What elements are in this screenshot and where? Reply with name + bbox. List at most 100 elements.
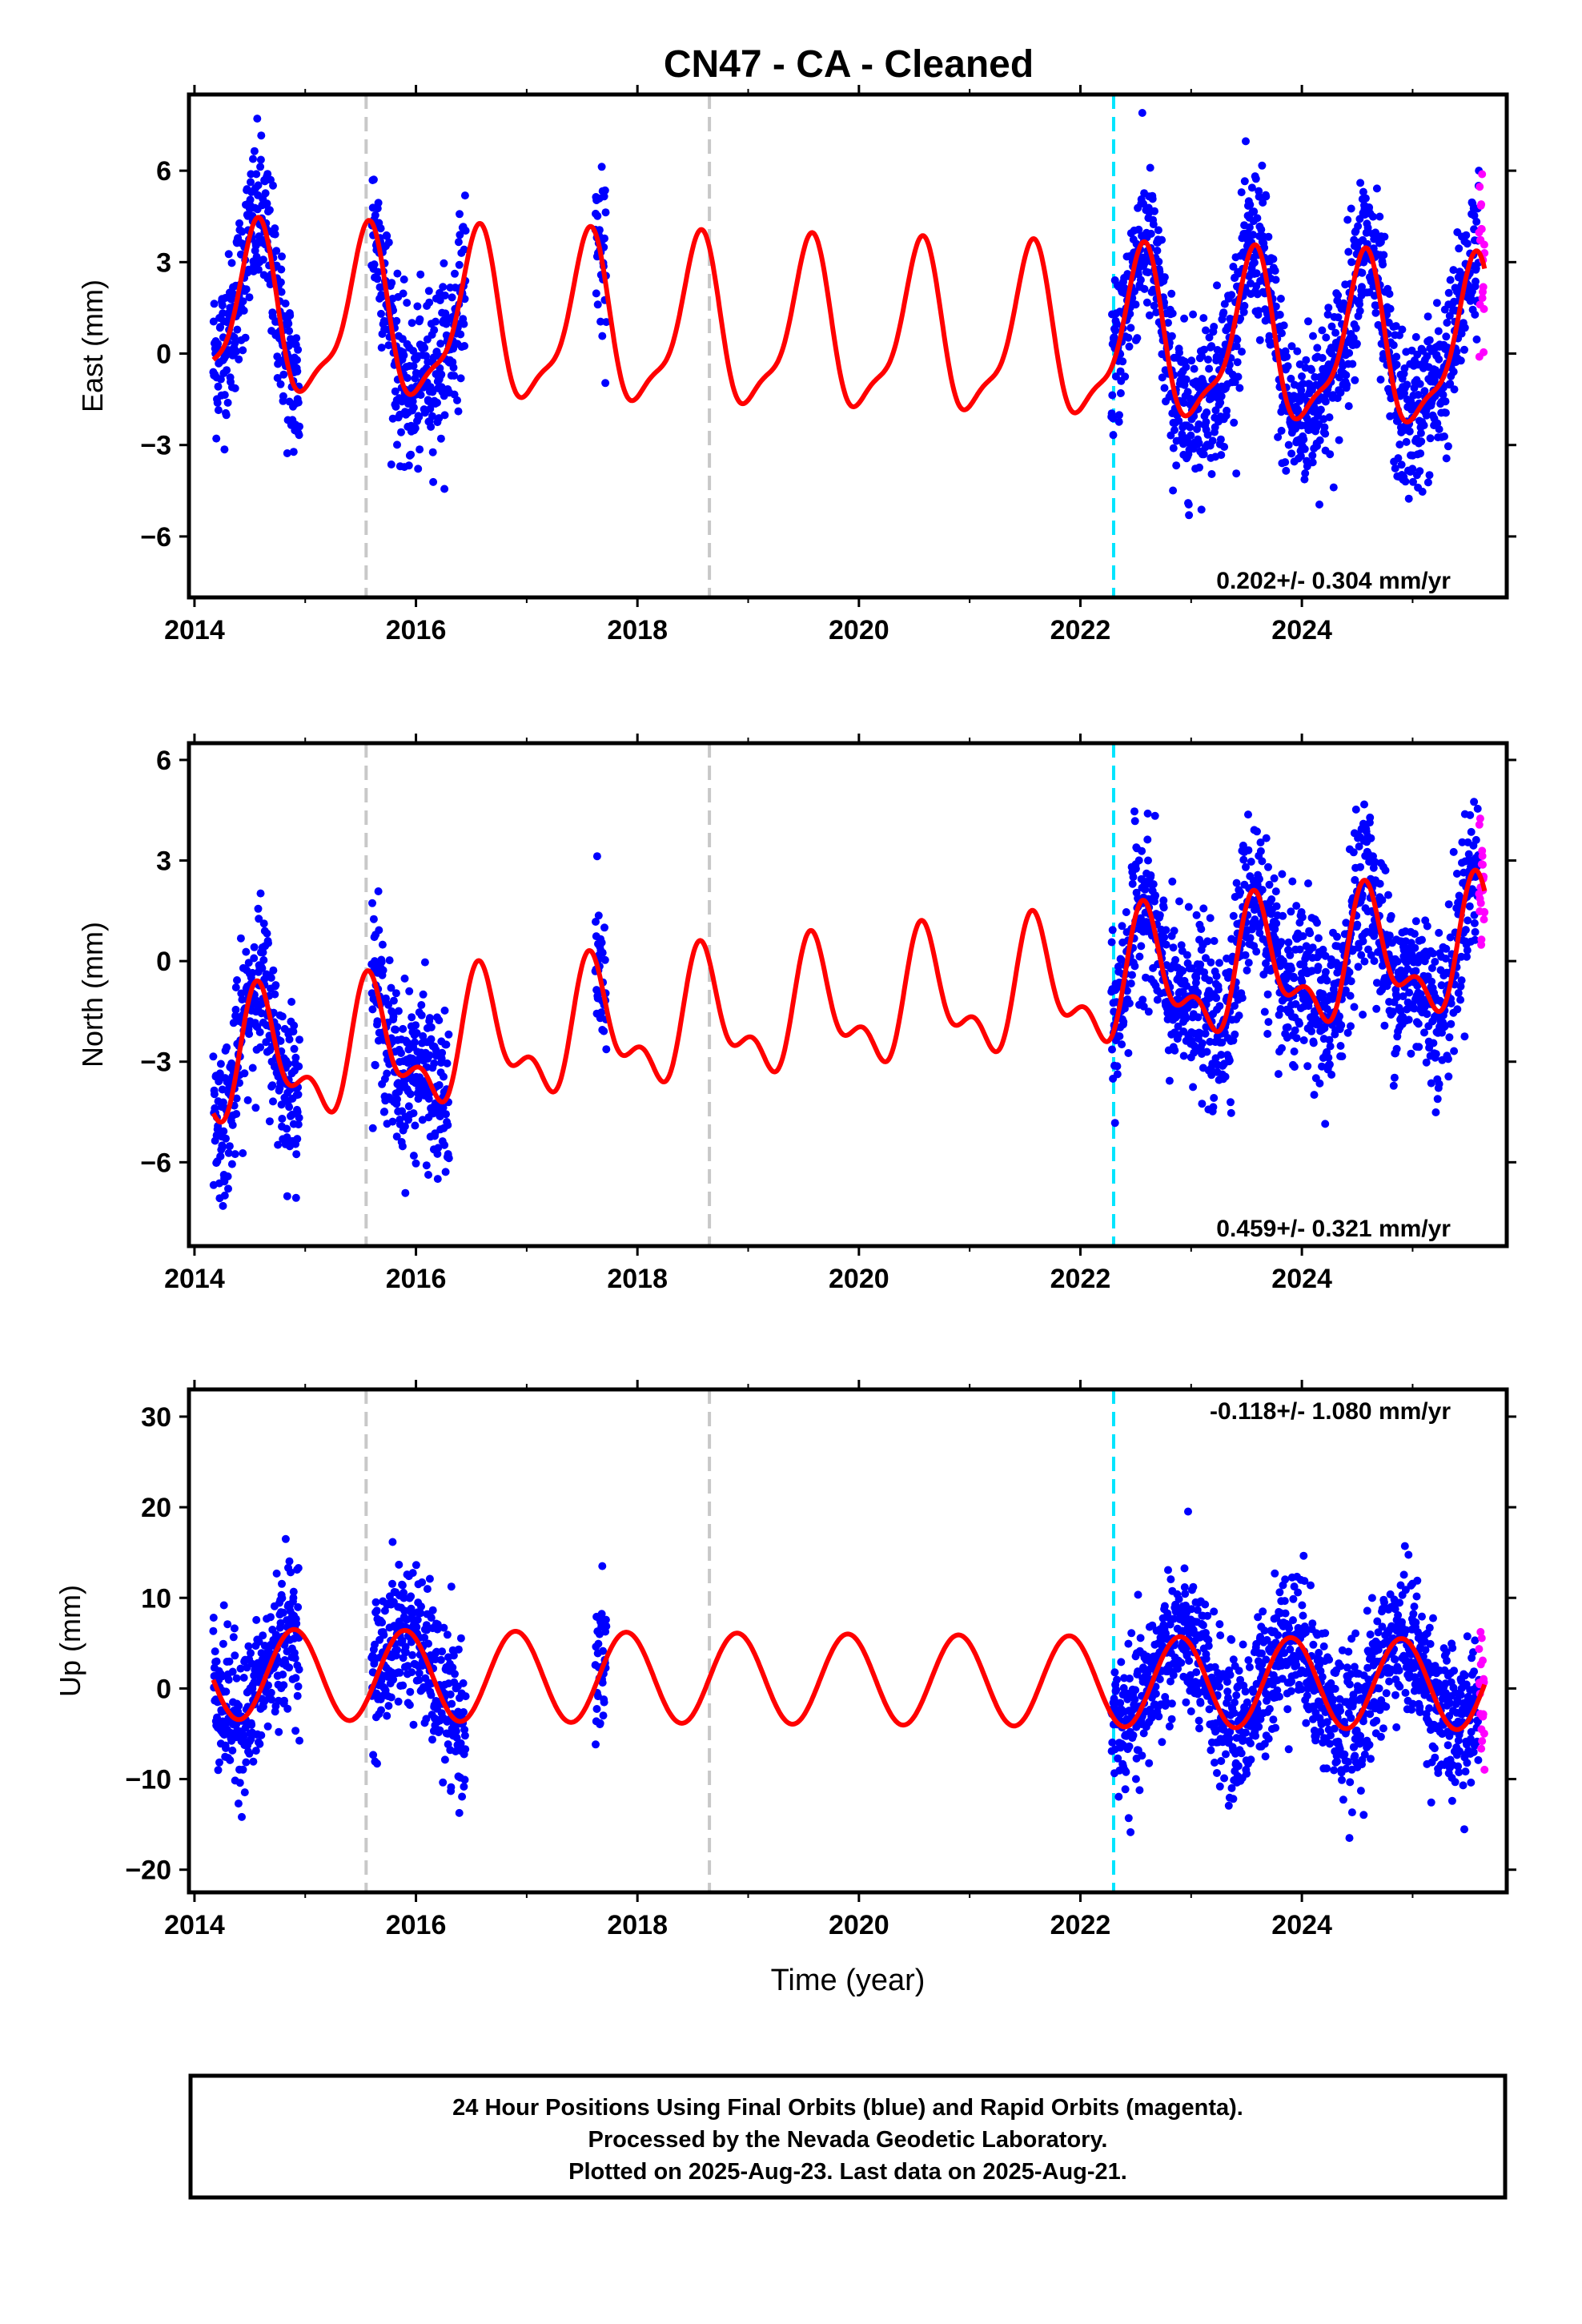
north-point [1333,932,1341,941]
east-point [460,320,468,328]
east-final-orbit-points [209,109,1484,520]
north-y-tick-label: 6 [156,746,171,776]
east-point [1444,288,1453,297]
north-point [1159,903,1168,912]
east-point [1253,214,1262,223]
north-point [1159,896,1168,905]
east-point [1207,470,1216,478]
east-point [414,464,423,473]
east-point [593,300,602,309]
north-point [258,964,267,972]
east-point [1250,207,1259,216]
east-point [455,260,464,269]
north-point [1367,834,1375,842]
east-point [250,147,259,155]
up-point [1213,1769,1221,1777]
north-rapid-point [1477,935,1486,944]
east-point [263,199,271,208]
up-point [1280,1597,1289,1606]
north-point [427,1023,436,1031]
east-point [261,189,270,198]
east-point [436,340,445,348]
east-point [1198,352,1207,360]
north-point [1236,888,1245,897]
east-point [1229,263,1238,271]
north-point [292,1150,301,1159]
north-point [244,959,253,967]
east-point [1302,356,1311,364]
up-point [592,1740,600,1749]
east-point [1203,430,1212,439]
east-point [1449,368,1458,376]
north-point [442,1110,450,1119]
up-point [372,1606,381,1615]
north-point [1325,1060,1334,1069]
east-point [1189,310,1198,319]
up-point [1166,1575,1175,1584]
east-point [1187,356,1196,365]
up-point [280,1696,288,1705]
north-point [1423,922,1431,931]
east-point [1460,345,1468,354]
up-point [1255,1723,1263,1731]
north-point [227,1160,236,1168]
north-point [394,1007,403,1015]
north-point [263,929,271,938]
east-point [1443,442,1452,451]
east-point [1111,372,1120,381]
east-point [1197,505,1206,514]
up-point [239,1674,248,1682]
up-point [1165,1722,1174,1731]
up-point [1243,1769,1251,1778]
east-y-tick-label: 0 [156,340,171,370]
north-point [1247,858,1255,866]
east-point [1326,450,1335,459]
north-point [368,899,376,907]
north-point [1107,938,1116,947]
north-point [1138,846,1146,855]
up-point [1182,1698,1191,1707]
north-point [1244,810,1252,819]
east-point [1439,391,1447,399]
east-point [1472,335,1481,344]
east-point [1308,451,1317,460]
east-point [460,245,468,254]
up-point [1216,1631,1225,1640]
north-point [420,958,429,967]
east-point [257,131,266,140]
up-point [1131,1686,1140,1695]
north-point [1405,988,1414,997]
east-point [1394,454,1403,463]
up-point [1184,1507,1192,1516]
east-point [433,398,441,407]
east-point [1134,225,1143,234]
north-point [1271,887,1280,896]
east-point [292,334,301,343]
east-point [1324,304,1333,312]
north-point [1303,1062,1312,1071]
up-point [1154,1712,1163,1721]
east-point [271,224,279,233]
east-point [1227,291,1236,300]
east-point [1300,475,1309,484]
east-point [1299,435,1308,444]
east-point [450,372,459,380]
north-point [255,915,263,923]
east-point [252,170,261,179]
up-point [377,1706,385,1715]
north-point [597,1008,606,1017]
up-point [423,1585,432,1594]
east-point [1315,501,1323,509]
up-point [408,1569,417,1578]
north-point [444,1120,452,1129]
north-point [1151,891,1160,900]
east-point [1262,192,1271,201]
north-point [1215,1002,1224,1011]
east-point [259,255,267,264]
north-point [1210,937,1219,945]
up-point [255,1739,264,1748]
north-point [251,995,260,1004]
north-rapid-point [1478,851,1487,860]
north-point [259,955,268,964]
east-point [1167,332,1176,340]
